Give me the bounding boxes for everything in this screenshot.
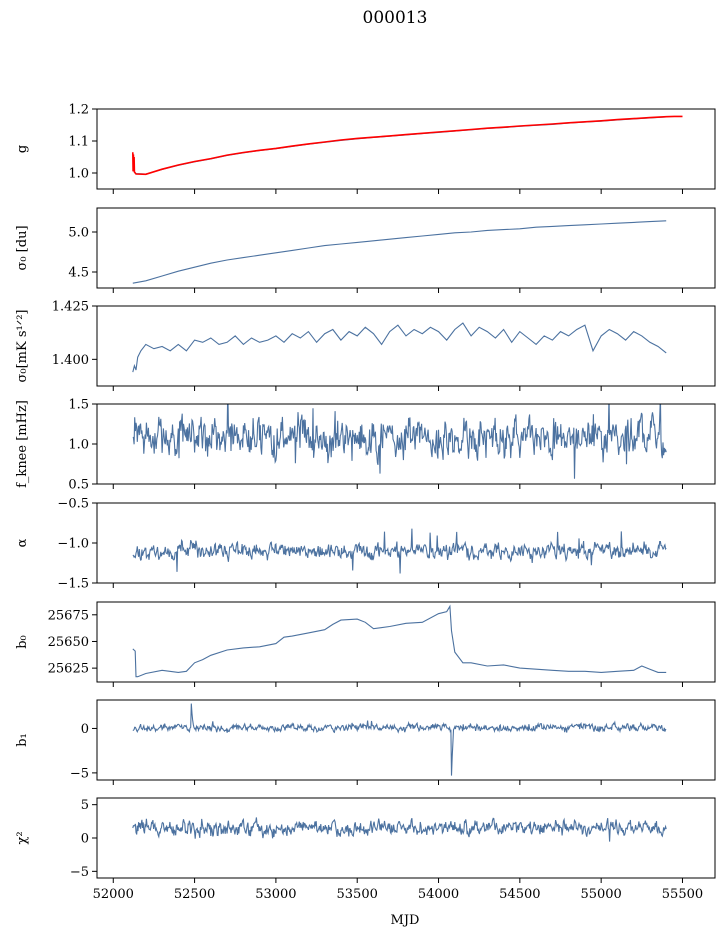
y-tick-label: 5.0 xyxy=(68,226,89,241)
panel-alpha: −1.5 −1.0 −0.5 α xyxy=(15,497,716,592)
series-line-fknee xyxy=(132,404,667,479)
y-tick-label: 1.0 xyxy=(68,167,89,182)
y-axis-label: χ² xyxy=(15,831,30,844)
y-tick-label: 5 xyxy=(81,798,89,813)
y-axis-label: σ₀ [du] xyxy=(15,225,30,270)
x-tick-label: 55000 xyxy=(580,887,621,902)
panels: 1.0 1.1 1.2 g 4.5 5.0 σ₀ [du] 1.400 1.425 σ₀[mK s… xyxy=(15,103,716,902)
y-tick-label: 1.5 xyxy=(68,398,89,413)
y-tick-label: 25650 xyxy=(48,635,89,650)
y-tick-label: 25625 xyxy=(48,662,89,677)
y-tick-label: −5 xyxy=(70,766,89,781)
series-line-g-overlay xyxy=(132,115,683,176)
y-tick-label: 25675 xyxy=(48,608,89,623)
y-tick-label: 1.0 xyxy=(68,438,89,453)
x-axis-label: MJD xyxy=(391,913,420,928)
y-tick-label: 4.5 xyxy=(68,266,89,281)
series-line-sigma0-du xyxy=(132,220,667,284)
y-tick-label: −5 xyxy=(70,865,89,880)
panel-sigma0-mks: 1.400 1.425 σ₀[mK s¹ᐟ²] xyxy=(15,300,716,391)
axes-frame xyxy=(96,108,716,190)
axes-frame xyxy=(96,305,716,387)
series-line-b1 xyxy=(132,703,667,776)
y-tick-label: 1.400 xyxy=(52,353,89,368)
x-tick-label: 53500 xyxy=(337,887,378,902)
y-axis-label: α xyxy=(15,538,30,547)
y-axis-label: f_knee [mHz] xyxy=(15,400,30,488)
panel-sigma0-du: 4.5 5.0 σ₀ [du] xyxy=(15,207,716,293)
axes-frame xyxy=(96,207,716,289)
y-tick-label: 0 xyxy=(81,722,89,737)
axes-frame xyxy=(96,699,716,781)
x-tick-label: 52000 xyxy=(93,887,134,902)
y-axis-label: σ₀[mK s¹ᐟ²] xyxy=(15,310,30,383)
y-axis-label: g xyxy=(15,145,30,153)
panel-chi2: −5 0 5 52000 52500 53000 53500 54000 54500 55000 5… xyxy=(15,797,716,902)
y-tick-label: −1.5 xyxy=(57,577,89,592)
series-line-sigma0-mks xyxy=(132,322,667,373)
x-tick-label: 55500 xyxy=(662,887,703,902)
x-tick-label: 54500 xyxy=(499,887,540,902)
axes-frame xyxy=(96,601,716,683)
axes-frame xyxy=(96,797,716,879)
x-tick-label: 52500 xyxy=(174,887,215,902)
y-tick-label: −0.5 xyxy=(57,497,89,512)
panel-b0: 25625 25650 25675 b₀ xyxy=(15,601,716,687)
y-tick-label: −1.0 xyxy=(57,537,89,552)
panel-g: 1.0 1.1 1.2 g xyxy=(15,103,716,194)
y-axis-label: b₁ xyxy=(15,733,30,747)
y-tick-label: 1.425 xyxy=(52,300,89,315)
figure-title: 000013 xyxy=(363,8,428,28)
panel-fknee: 0.5 1.0 1.5 f_knee [mHz] xyxy=(15,398,716,493)
y-axis-label: b₀ xyxy=(15,635,30,649)
y-tick-label: 0 xyxy=(81,832,89,847)
series-line-g xyxy=(132,116,667,175)
x-tick-label: 54000 xyxy=(418,887,459,902)
series-line-b0 xyxy=(132,604,667,678)
y-tick-label: 1.1 xyxy=(68,135,89,150)
panel-b1: −5 0 b₁ xyxy=(15,699,716,785)
series-line-chi2 xyxy=(132,817,667,842)
x-tick-label: 53000 xyxy=(255,887,296,902)
y-tick-label: 0.5 xyxy=(68,478,89,493)
y-tick-label: 1.2 xyxy=(68,103,89,118)
series-line-alpha xyxy=(132,528,667,574)
